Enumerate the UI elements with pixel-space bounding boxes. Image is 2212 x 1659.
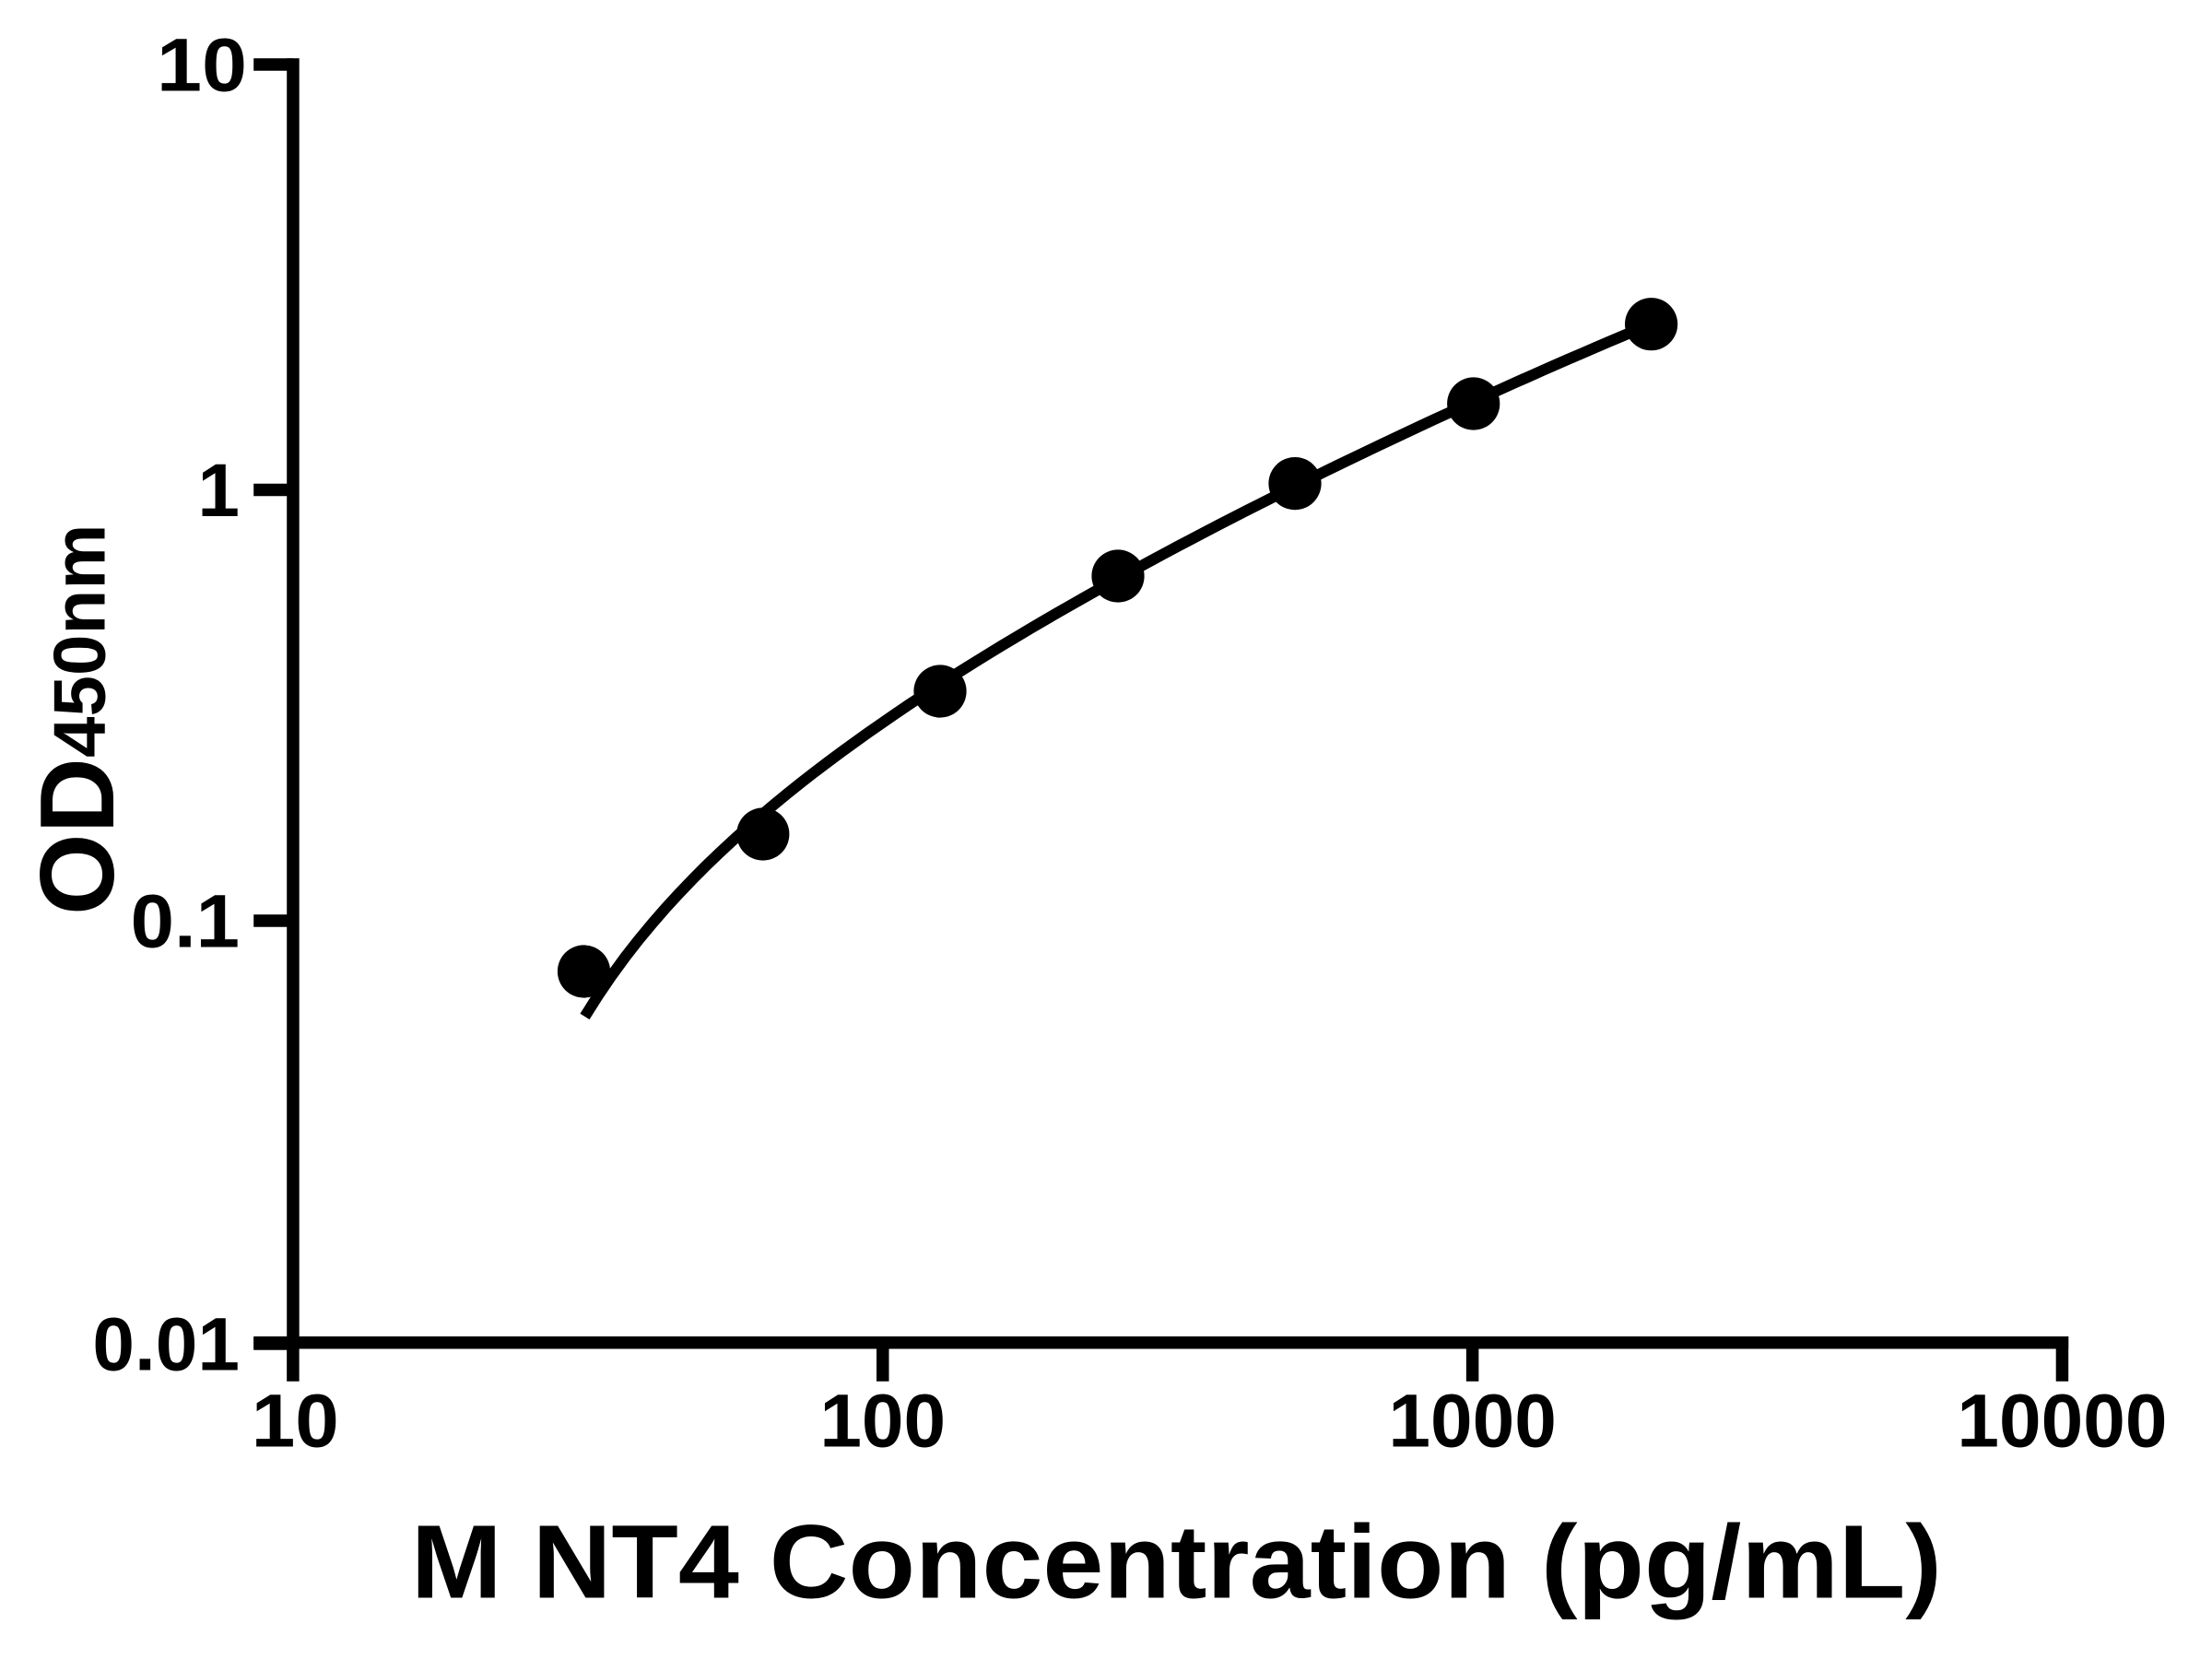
svg-text:M NT4 Concentration (pg/mL): M NT4 Concentration (pg/mL)	[411, 1504, 1942, 1620]
svg-text:10000: 10000	[1957, 1380, 2167, 1464]
svg-text:0.01: 0.01	[92, 1303, 240, 1387]
svg-text:1000: 1000	[1388, 1380, 1556, 1464]
svg-text:100: 100	[819, 1380, 946, 1464]
svg-text:1: 1	[197, 449, 240, 533]
svg-text:10: 10	[157, 24, 247, 108]
svg-text:OD450nm: OD450nm	[19, 524, 136, 915]
svg-text:0.1: 0.1	[131, 880, 240, 964]
svg-text:10: 10	[252, 1380, 339, 1464]
